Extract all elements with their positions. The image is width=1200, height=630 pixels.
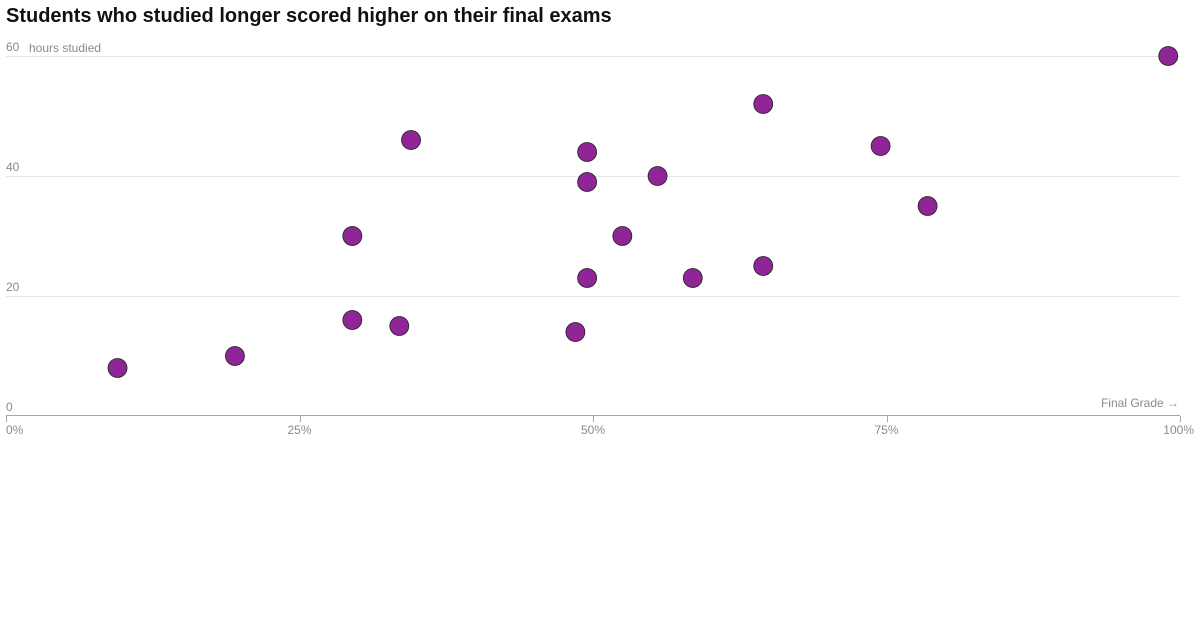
data-point bbox=[577, 268, 598, 288]
data-point bbox=[753, 256, 774, 276]
x-tick-label: 25% bbox=[287, 423, 311, 437]
y-tick-label: 20 bbox=[6, 280, 20, 294]
data-point bbox=[682, 268, 703, 288]
data-point bbox=[753, 94, 774, 114]
data-point bbox=[389, 316, 410, 336]
data-point bbox=[870, 136, 891, 156]
x-tick-label: 0% bbox=[6, 423, 24, 437]
y-axis-ticks: 0 20 40 60 bbox=[6, 40, 20, 414]
data-point bbox=[1158, 46, 1179, 66]
x-axis-label: Final Grade → bbox=[1101, 396, 1179, 410]
chart-title: Students who studied longer scored highe… bbox=[6, 5, 612, 27]
y-tick-label: 40 bbox=[6, 160, 20, 174]
data-point bbox=[107, 358, 128, 378]
data-point bbox=[401, 130, 421, 150]
data-point bbox=[565, 322, 586, 342]
data-point bbox=[225, 346, 245, 366]
data-point bbox=[612, 226, 633, 246]
data-point bbox=[647, 166, 668, 186]
data-point bbox=[342, 310, 363, 330]
x-axis-ticks: 0% 25% 50% 75% 100% bbox=[6, 416, 1194, 437]
x-tick-label: 100% bbox=[1163, 423, 1194, 437]
y-tick-label: 60 bbox=[6, 40, 20, 54]
x-tick-label: 75% bbox=[874, 423, 898, 437]
y-tick-label: 0 bbox=[6, 400, 13, 414]
y-axis-label: hours studied bbox=[29, 41, 101, 55]
x-tick-label: 50% bbox=[581, 423, 605, 437]
data-points bbox=[107, 46, 1179, 378]
data-point bbox=[577, 142, 598, 162]
data-point bbox=[917, 196, 938, 216]
data-point bbox=[342, 226, 363, 246]
data-point bbox=[577, 172, 598, 192]
